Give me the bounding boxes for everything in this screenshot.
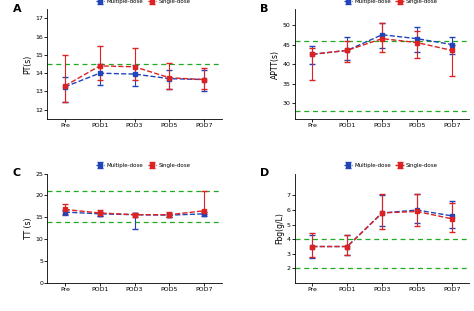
Text: A: A: [12, 4, 21, 14]
Y-axis label: PT(s): PT(s): [24, 54, 33, 74]
Legend: Multiple-dose, Single-dose: Multiple-dose, Single-dose: [96, 0, 191, 4]
Y-axis label: TT (s): TT (s): [24, 217, 33, 239]
Legend: Multiple-dose, Single-dose: Multiple-dose, Single-dose: [96, 163, 191, 168]
Y-axis label: Fbg(g/L): Fbg(g/L): [275, 212, 284, 244]
Legend: Multiple-dose, Single-dose: Multiple-dose, Single-dose: [344, 0, 438, 4]
Text: D: D: [260, 168, 269, 178]
Legend: Multiple-dose, Single-dose: Multiple-dose, Single-dose: [344, 163, 438, 168]
Text: C: C: [12, 168, 21, 178]
Text: B: B: [260, 4, 268, 14]
Y-axis label: APTT(s): APTT(s): [271, 49, 280, 79]
